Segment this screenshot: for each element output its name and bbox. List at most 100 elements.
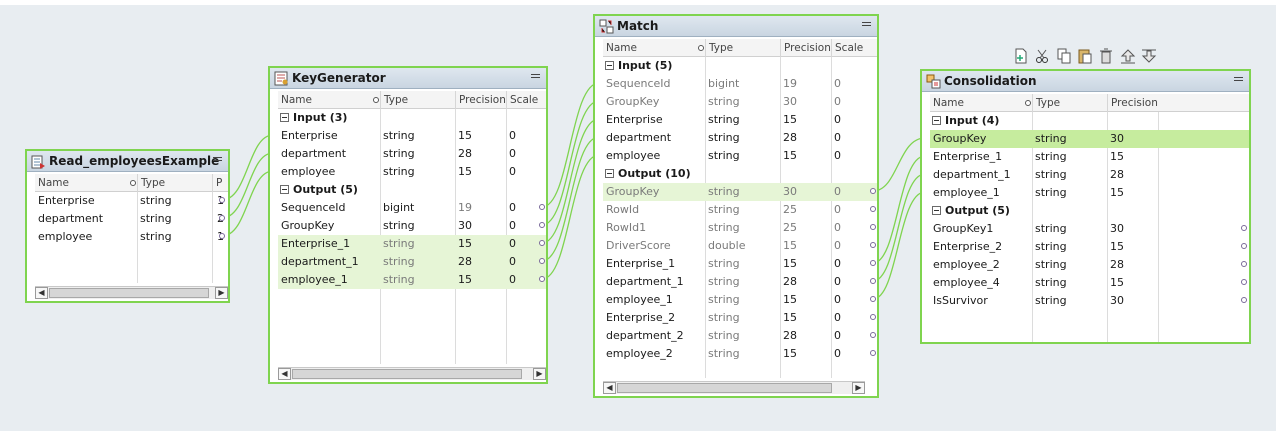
col-header-name[interactable]: Name (606, 42, 637, 54)
port-pin-icon[interactable] (870, 314, 876, 320)
scroll-right-icon[interactable]: ▶ (533, 368, 546, 380)
col-header-type[interactable]: Type (705, 39, 780, 57)
table-row[interactable]: Enterprise_2 string 15 0 (603, 309, 877, 327)
move-down-icon[interactable] (1140, 46, 1159, 66)
input-group-header[interactable]: Input (4) (930, 112, 1249, 130)
table-row[interactable]: Enterprise_1 string 15 0 (278, 235, 546, 253)
collapse-icon[interactable] (932, 116, 941, 125)
port-pin-icon[interactable] (539, 276, 545, 282)
paste-icon[interactable] (1075, 46, 1094, 66)
port-pin-icon[interactable] (539, 240, 545, 246)
col-header-type[interactable]: Type (1032, 94, 1107, 112)
port-pin-icon[interactable] (539, 204, 545, 210)
table-row[interactable]: Enterprise string 15 0 (278, 127, 546, 145)
table-row[interactable]: employee_4 string 15 (930, 274, 1249, 292)
read-employees-node[interactable]: Read_employeesExample Name Type P Enterp… (25, 149, 230, 303)
col-header-scale[interactable]: Scale (831, 39, 871, 57)
port-pin-icon[interactable] (870, 278, 876, 284)
match-node[interactable]: Match Name Type Precision Scale Input (5… (593, 14, 879, 398)
delete-icon[interactable] (1097, 46, 1116, 66)
horizontal-scrollbar[interactable]: ◀ ▶ (35, 286, 228, 299)
port-pin-icon[interactable] (870, 206, 876, 212)
col-header-name[interactable]: Name (38, 177, 69, 189)
scroll-left-icon[interactable]: ◀ (35, 287, 48, 299)
table-row[interactable]: GroupKey string 30 0 (603, 93, 877, 111)
table-row[interactable]: employee_2 string 28 (930, 256, 1249, 274)
keygen-title-bar[interactable]: KeyGenerator (270, 68, 546, 89)
copy-icon[interactable] (1054, 46, 1073, 66)
port-pin-icon[interactable] (219, 197, 225, 203)
port-pin-icon[interactable] (1241, 225, 1247, 231)
table-row[interactable]: employee_1 string 15 0 (278, 271, 546, 289)
cut-icon[interactable] (1032, 46, 1051, 66)
horizontal-scrollbar[interactable]: ◀ ▶ (278, 367, 546, 380)
table-row[interactable]: department string 2 (35, 210, 228, 228)
table-row[interactable]: SequenceId bigint 19 0 (278, 199, 546, 217)
table-row[interactable]: employee_1 string 15 (930, 184, 1249, 202)
port-pin-icon[interactable] (219, 233, 225, 239)
table-row[interactable]: GroupKey1 string 30 (930, 220, 1249, 238)
scroll-thumb[interactable] (49, 288, 209, 298)
new-port-icon[interactable] (1011, 46, 1030, 66)
table-row[interactable]: department_1 string 28 0 (603, 273, 877, 291)
table-row[interactable]: department_2 string 28 0 (603, 327, 877, 345)
minimize-icon[interactable] (862, 22, 871, 26)
port-pin-icon[interactable] (870, 260, 876, 266)
table-row[interactable]: GroupKey string 30 (930, 130, 1249, 148)
port-pin-icon[interactable] (1241, 261, 1247, 267)
port-pin-icon[interactable] (870, 350, 876, 356)
table-row[interactable]: employee string 15 0 (278, 163, 546, 181)
scroll-thumb[interactable] (292, 369, 522, 379)
col-header-precision[interactable]: Precision (1107, 94, 1158, 112)
minimize-icon[interactable] (213, 157, 222, 161)
port-pin-icon[interactable] (870, 188, 876, 194)
output-group-header[interactable]: Output (5) (930, 202, 1249, 220)
col-header-name[interactable]: Name (933, 97, 964, 109)
minimize-icon[interactable] (1234, 77, 1243, 81)
col-header-type[interactable]: Type (380, 91, 455, 109)
col-header-name[interactable]: Name (281, 94, 312, 106)
port-pin-icon[interactable] (870, 332, 876, 338)
col-header-precision[interactable]: Precision (455, 91, 506, 109)
minimize-icon[interactable] (531, 74, 540, 78)
port-pin-icon[interactable] (539, 222, 545, 228)
table-row[interactable]: GroupKey string 30 0 (603, 183, 877, 201)
table-row[interactable]: RowId1 string 25 0 (603, 219, 877, 237)
port-pin-icon[interactable] (1241, 243, 1247, 249)
table-row[interactable]: SequenceId bigint 19 0 (603, 75, 877, 93)
table-row[interactable]: RowId string 25 0 (603, 201, 877, 219)
table-row[interactable]: DriverScore double 15 0 (603, 237, 877, 255)
table-row[interactable]: Enterprise string 15 0 (603, 111, 877, 129)
table-row[interactable]: department string 28 0 (603, 129, 877, 147)
table-row[interactable]: GroupKey string 30 0 (278, 217, 546, 235)
table-row[interactable]: Enterprise_2 string 15 (930, 238, 1249, 256)
collapse-icon[interactable] (932, 206, 941, 215)
output-group-header[interactable]: Output (10) (603, 165, 877, 183)
port-pin-icon[interactable] (1241, 297, 1247, 303)
port-pin-icon[interactable] (870, 296, 876, 302)
table-row[interactable]: IsSurvivor string 30 (930, 292, 1249, 310)
port-pin-icon[interactable] (539, 258, 545, 264)
table-row[interactable]: Enterprise_1 string 15 0 (603, 255, 877, 273)
collapse-icon[interactable] (280, 185, 289, 194)
table-row[interactable]: employee string 1 (35, 228, 228, 246)
input-group-header[interactable]: Input (5) (603, 57, 877, 75)
col-header-type[interactable]: Type (137, 174, 212, 192)
port-pin-icon[interactable] (219, 215, 225, 221)
input-group-header[interactable]: Input (3) (278, 109, 546, 127)
port-pin-icon[interactable] (870, 242, 876, 248)
port-pin-icon[interactable] (1241, 279, 1247, 285)
table-row[interactable]: Enterprise_1 string 15 (930, 148, 1249, 166)
col-header-scale[interactable]: Scale (506, 91, 546, 109)
table-row[interactable]: department_1 string 28 0 (278, 253, 546, 271)
consolidation-node[interactable]: Consolidation Name Type Precision Input … (920, 69, 1251, 344)
col-header-precision[interactable]: P (212, 174, 224, 192)
scroll-right-icon[interactable]: ▶ (852, 382, 865, 394)
horizontal-scrollbar[interactable]: ◀ ▶ (603, 381, 865, 394)
read-node-title-bar[interactable]: Read_employeesExample (27, 151, 228, 172)
move-up-icon[interactable] (1118, 46, 1137, 66)
table-row[interactable]: department_1 string 28 (930, 166, 1249, 184)
collapse-icon[interactable] (605, 169, 614, 178)
col-header-precision[interactable]: Precision (780, 39, 831, 57)
output-group-header[interactable]: Output (5) (278, 181, 546, 199)
